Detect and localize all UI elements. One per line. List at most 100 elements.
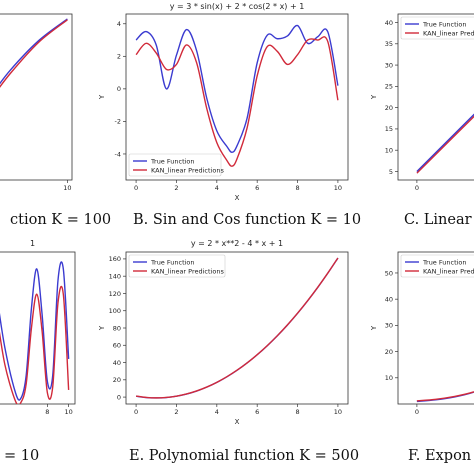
panel-e: y = 2 * x**2 - 4 * x + 10 2 4 6 8 10020406080…	[98, 239, 359, 464]
series-group	[135, 257, 339, 399]
y-tick-label: 10	[385, 374, 393, 382]
true-function-line	[0, 261, 70, 401]
kan-prediction-line	[416, 115, 474, 174]
legend-box	[128, 254, 226, 278]
y-tick-label: 25	[385, 83, 393, 91]
x-tick-label: 8	[295, 408, 299, 416]
kan-prediction-line	[416, 391, 474, 402]
series-group	[416, 113, 474, 174]
panel-a: 10 ction K = 100	[0, 13, 111, 228]
y-tick-label: 15	[385, 125, 393, 133]
legend-label: True Function	[422, 258, 467, 266]
y-tick-label: 0	[117, 393, 121, 401]
legend-label: True Function	[422, 20, 467, 28]
panel-caption: = 10	[4, 448, 39, 464]
y-tick-label: 10	[385, 147, 393, 155]
x-tick-label: 6	[255, 184, 259, 192]
kan-prediction-line	[135, 257, 339, 399]
x-tick-label: 6	[255, 408, 259, 416]
series-group	[416, 391, 474, 403]
x-tick-label: 0	[415, 184, 419, 192]
panel-caption: B. Sin and Cos function K = 10	[133, 212, 361, 228]
x-tick-label: 0	[415, 408, 419, 416]
plot-frame	[125, 251, 349, 405]
plot-frame	[0, 251, 76, 405]
x-tick-label: 2	[174, 184, 178, 192]
kan-prediction-line	[0, 19, 68, 88]
y-tick-label: 50	[385, 269, 393, 277]
y-tick-label: 4	[117, 20, 121, 28]
true-function-line	[416, 113, 474, 172]
y-tick-label: 20	[113, 376, 121, 384]
y-tick-label: 100	[109, 307, 121, 315]
x-tick-label: 10	[334, 184, 342, 192]
series-group	[0, 261, 70, 404]
legend-label: KAN_linear Predictions	[151, 166, 224, 174]
y-tick-label: 20	[385, 348, 393, 356]
y-tick-label: 30	[385, 322, 393, 330]
legend-box	[128, 153, 222, 177]
x-tick-label: 10	[64, 408, 72, 416]
x-tick-label: 2	[174, 408, 178, 416]
panel-c: 02510152025303540YTrue FunctionKAN_linea…	[370, 13, 474, 228]
y-tick-label: 120	[109, 290, 121, 298]
x-axis-label: X	[235, 194, 240, 202]
plot-frame	[125, 13, 349, 181]
y-axis-label: Y	[370, 94, 378, 100]
y-tick-label: 35	[385, 40, 393, 48]
x-tick-label: 8	[45, 408, 49, 416]
chart-title: y = 2 * x**2 - 4 * x + 1	[191, 239, 283, 248]
legend-label: True Function	[150, 258, 195, 266]
legend-label: KAN_linear Predictions	[151, 267, 224, 275]
y-axis-label: Y	[370, 325, 378, 331]
series-group	[0, 18, 68, 88]
legend-label: KAN_linear Predictions	[423, 267, 474, 275]
y-tick-label: 5	[389, 168, 393, 176]
panel-caption: E. Polynomial function K = 500	[129, 448, 359, 464]
y-axis-label: Y	[98, 325, 106, 331]
y-tick-label: 160	[109, 255, 121, 263]
y-tick-label: -2	[115, 118, 121, 126]
y-tick-label: 140	[109, 272, 121, 280]
series-group	[135, 24, 339, 167]
panel-caption: ction K = 100	[10, 212, 111, 228]
x-tick-label: 10	[334, 408, 342, 416]
legend-label: KAN_linear Predictions	[423, 29, 474, 37]
y-tick-label: 80	[113, 324, 121, 332]
legend-box	[400, 16, 474, 40]
kan-prediction-line	[135, 36, 339, 167]
chart-title: 1	[30, 239, 35, 248]
panel-d: 1 8 10 = 10	[0, 239, 76, 464]
y-tick-label: 40	[113, 359, 121, 367]
panel-caption: C. Linear	[404, 212, 472, 228]
y-axis-label: Y	[98, 94, 106, 100]
panel-b: y = 3 * sin(x) + 2 * cos(2 * x) + 1 0 2 4 6 8…	[98, 2, 361, 228]
true-function-line	[0, 18, 68, 85]
y-tick-label: 40	[385, 19, 393, 27]
x-tick-label: 4	[215, 184, 219, 192]
y-tick-label: 0	[117, 85, 121, 93]
y-tick-label: 60	[113, 342, 121, 350]
panel-caption: F. Expon	[408, 448, 471, 464]
x-tick-label: 10	[63, 184, 71, 192]
plot-frame	[0, 13, 73, 181]
y-tick-label: 2	[117, 53, 121, 61]
x-tick-label: 8	[295, 184, 299, 192]
x-tick-label: 4	[215, 408, 219, 416]
x-tick-label: 0	[134, 184, 138, 192]
true-function-line	[135, 24, 339, 154]
x-tick-label: 0	[134, 408, 138, 416]
kan-prediction-line	[0, 285, 70, 404]
y-tick-label: -4	[115, 150, 121, 158]
legend-label: True Function	[150, 157, 195, 165]
y-tick-label: 40	[385, 295, 393, 303]
legend-box	[400, 254, 474, 278]
y-tick-label: 30	[385, 61, 393, 69]
x-axis-label: X	[235, 418, 240, 426]
